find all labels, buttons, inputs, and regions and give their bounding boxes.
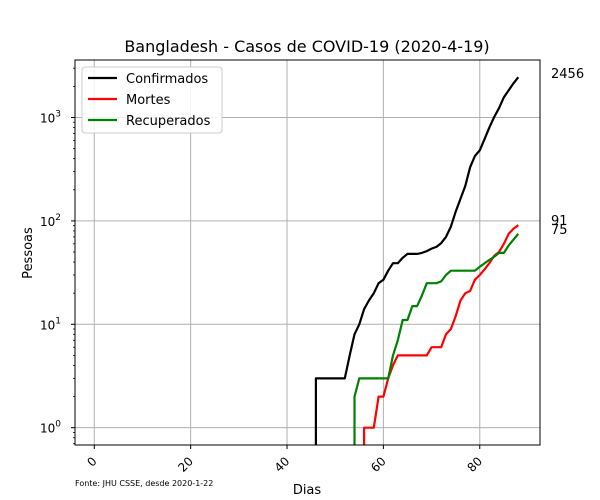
y-tick-label: 100 <box>40 420 61 436</box>
legend-label: Recuperados <box>126 114 211 129</box>
y-tick-label: 102 <box>40 213 61 229</box>
legend-box <box>81 66 223 134</box>
series-line-confirmados <box>314 76 520 445</box>
legend-label: Confirmados <box>126 72 208 87</box>
plot-frame <box>74 59 541 446</box>
series-lines <box>314 76 520 445</box>
end-value-label: 75 <box>551 223 568 238</box>
y-axis-ticks: 100 101 102 103 <box>40 67 75 445</box>
legend: Confirmados Mortes Recuperados <box>81 66 223 134</box>
end-value-label: 2456 <box>551 67 584 82</box>
end-value-label: 91 <box>551 214 568 229</box>
series-line-recuperados <box>353 233 520 445</box>
chart-title: Bangladesh - Casos de COVID-19 (2020-4-1… <box>124 37 489 56</box>
source-note: Fonte: JHU CSSE, desde 2020-1-22 <box>75 479 214 488</box>
x-axis-label: Dias <box>293 483 322 498</box>
legend-label: Mortes <box>126 93 171 108</box>
y-tick-label: 103 <box>40 110 61 126</box>
y-tick-label: 101 <box>40 316 61 332</box>
y-axis-label: Pessoas <box>21 227 36 279</box>
